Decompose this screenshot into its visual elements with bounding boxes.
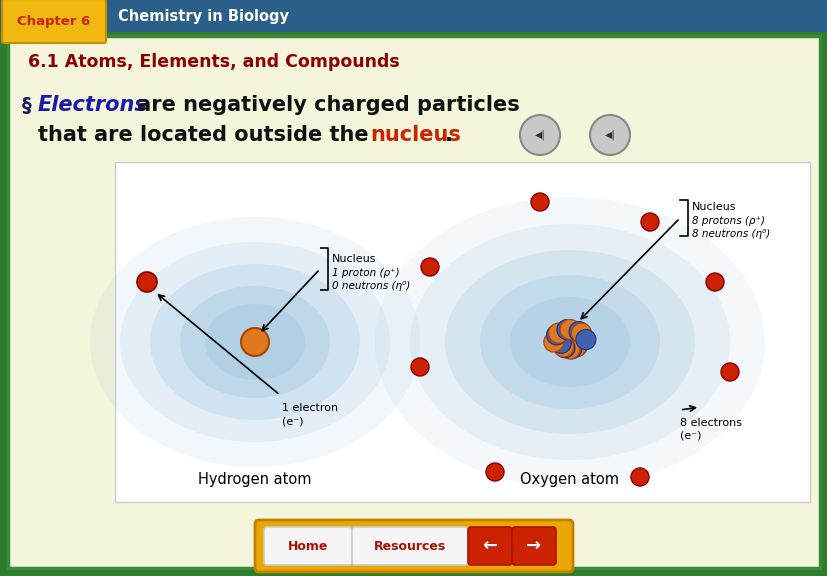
- Text: Resources: Resources: [374, 540, 446, 552]
- Circle shape: [553, 337, 573, 357]
- Text: ◀|: ◀|: [534, 130, 545, 140]
- Text: that are located outside the: that are located outside the: [38, 125, 375, 145]
- FancyBboxPatch shape: [351, 527, 467, 565]
- Text: 1 electron: 1 electron: [282, 403, 337, 413]
- Text: 8 electrons: 8 electrons: [679, 418, 741, 428]
- FancyBboxPatch shape: [264, 527, 351, 565]
- Ellipse shape: [150, 264, 360, 420]
- Circle shape: [720, 363, 739, 381]
- Ellipse shape: [375, 197, 764, 487]
- Ellipse shape: [205, 304, 304, 380]
- FancyBboxPatch shape: [0, 0, 827, 32]
- Text: →: →: [526, 537, 541, 555]
- Text: Nucleus: Nucleus: [691, 202, 735, 212]
- FancyBboxPatch shape: [115, 162, 809, 502]
- Circle shape: [241, 328, 269, 356]
- Text: (e⁻): (e⁻): [282, 416, 304, 426]
- Text: Oxygen atom: Oxygen atom: [520, 472, 619, 487]
- Ellipse shape: [120, 242, 390, 442]
- FancyBboxPatch shape: [467, 527, 511, 565]
- Circle shape: [568, 332, 588, 352]
- Circle shape: [410, 358, 428, 376]
- FancyBboxPatch shape: [255, 520, 572, 572]
- Ellipse shape: [90, 217, 419, 467]
- Text: 6.1 Atoms, Elements, and Compounds: 6.1 Atoms, Elements, and Compounds: [28, 53, 399, 71]
- Text: ◀|: ◀|: [604, 130, 614, 140]
- Circle shape: [420, 258, 438, 276]
- FancyBboxPatch shape: [2, 0, 106, 43]
- Circle shape: [554, 338, 574, 358]
- Text: Electrons: Electrons: [38, 95, 147, 115]
- Circle shape: [485, 463, 504, 481]
- Circle shape: [640, 213, 658, 231]
- Text: .: .: [444, 125, 452, 145]
- Circle shape: [590, 115, 629, 155]
- Circle shape: [576, 329, 595, 350]
- Circle shape: [571, 323, 590, 343]
- Ellipse shape: [409, 224, 729, 460]
- Ellipse shape: [480, 275, 659, 409]
- FancyBboxPatch shape: [8, 36, 819, 568]
- Circle shape: [557, 320, 576, 340]
- Circle shape: [566, 337, 586, 357]
- Circle shape: [519, 115, 559, 155]
- Text: 0 neutrons (η⁰): 0 neutrons (η⁰): [332, 281, 409, 291]
- Ellipse shape: [444, 250, 694, 434]
- Text: Home: Home: [288, 540, 327, 552]
- Text: Hydrogen atom: Hydrogen atom: [198, 472, 312, 487]
- Text: Chemistry in Biology: Chemistry in Biology: [118, 9, 289, 24]
- Ellipse shape: [179, 286, 330, 398]
- Circle shape: [561, 339, 581, 359]
- Circle shape: [705, 273, 723, 291]
- Text: ←: ←: [482, 537, 497, 555]
- Circle shape: [568, 321, 588, 342]
- Text: 1 proton (ρ⁺): 1 proton (ρ⁺): [332, 268, 399, 278]
- Circle shape: [530, 193, 548, 211]
- Text: Nucleus: Nucleus: [332, 254, 376, 264]
- Text: are negatively charged particles: are negatively charged particles: [130, 95, 519, 115]
- Circle shape: [136, 272, 157, 292]
- Circle shape: [559, 339, 579, 359]
- Text: nucleus: nucleus: [370, 125, 461, 145]
- Text: Chapter 6: Chapter 6: [17, 16, 90, 28]
- Text: 8 neutrons (η⁰): 8 neutrons (η⁰): [691, 229, 769, 239]
- Text: (e⁻): (e⁻): [679, 431, 700, 441]
- Ellipse shape: [509, 297, 629, 387]
- FancyBboxPatch shape: [511, 527, 555, 565]
- Circle shape: [630, 468, 648, 486]
- Circle shape: [566, 336, 586, 356]
- Circle shape: [559, 320, 579, 339]
- Text: §: §: [22, 96, 31, 115]
- Circle shape: [543, 332, 563, 352]
- Circle shape: [547, 323, 568, 343]
- Text: 8 protons (ρ⁺): 8 protons (ρ⁺): [691, 216, 764, 226]
- Circle shape: [551, 334, 571, 353]
- Circle shape: [546, 325, 566, 345]
